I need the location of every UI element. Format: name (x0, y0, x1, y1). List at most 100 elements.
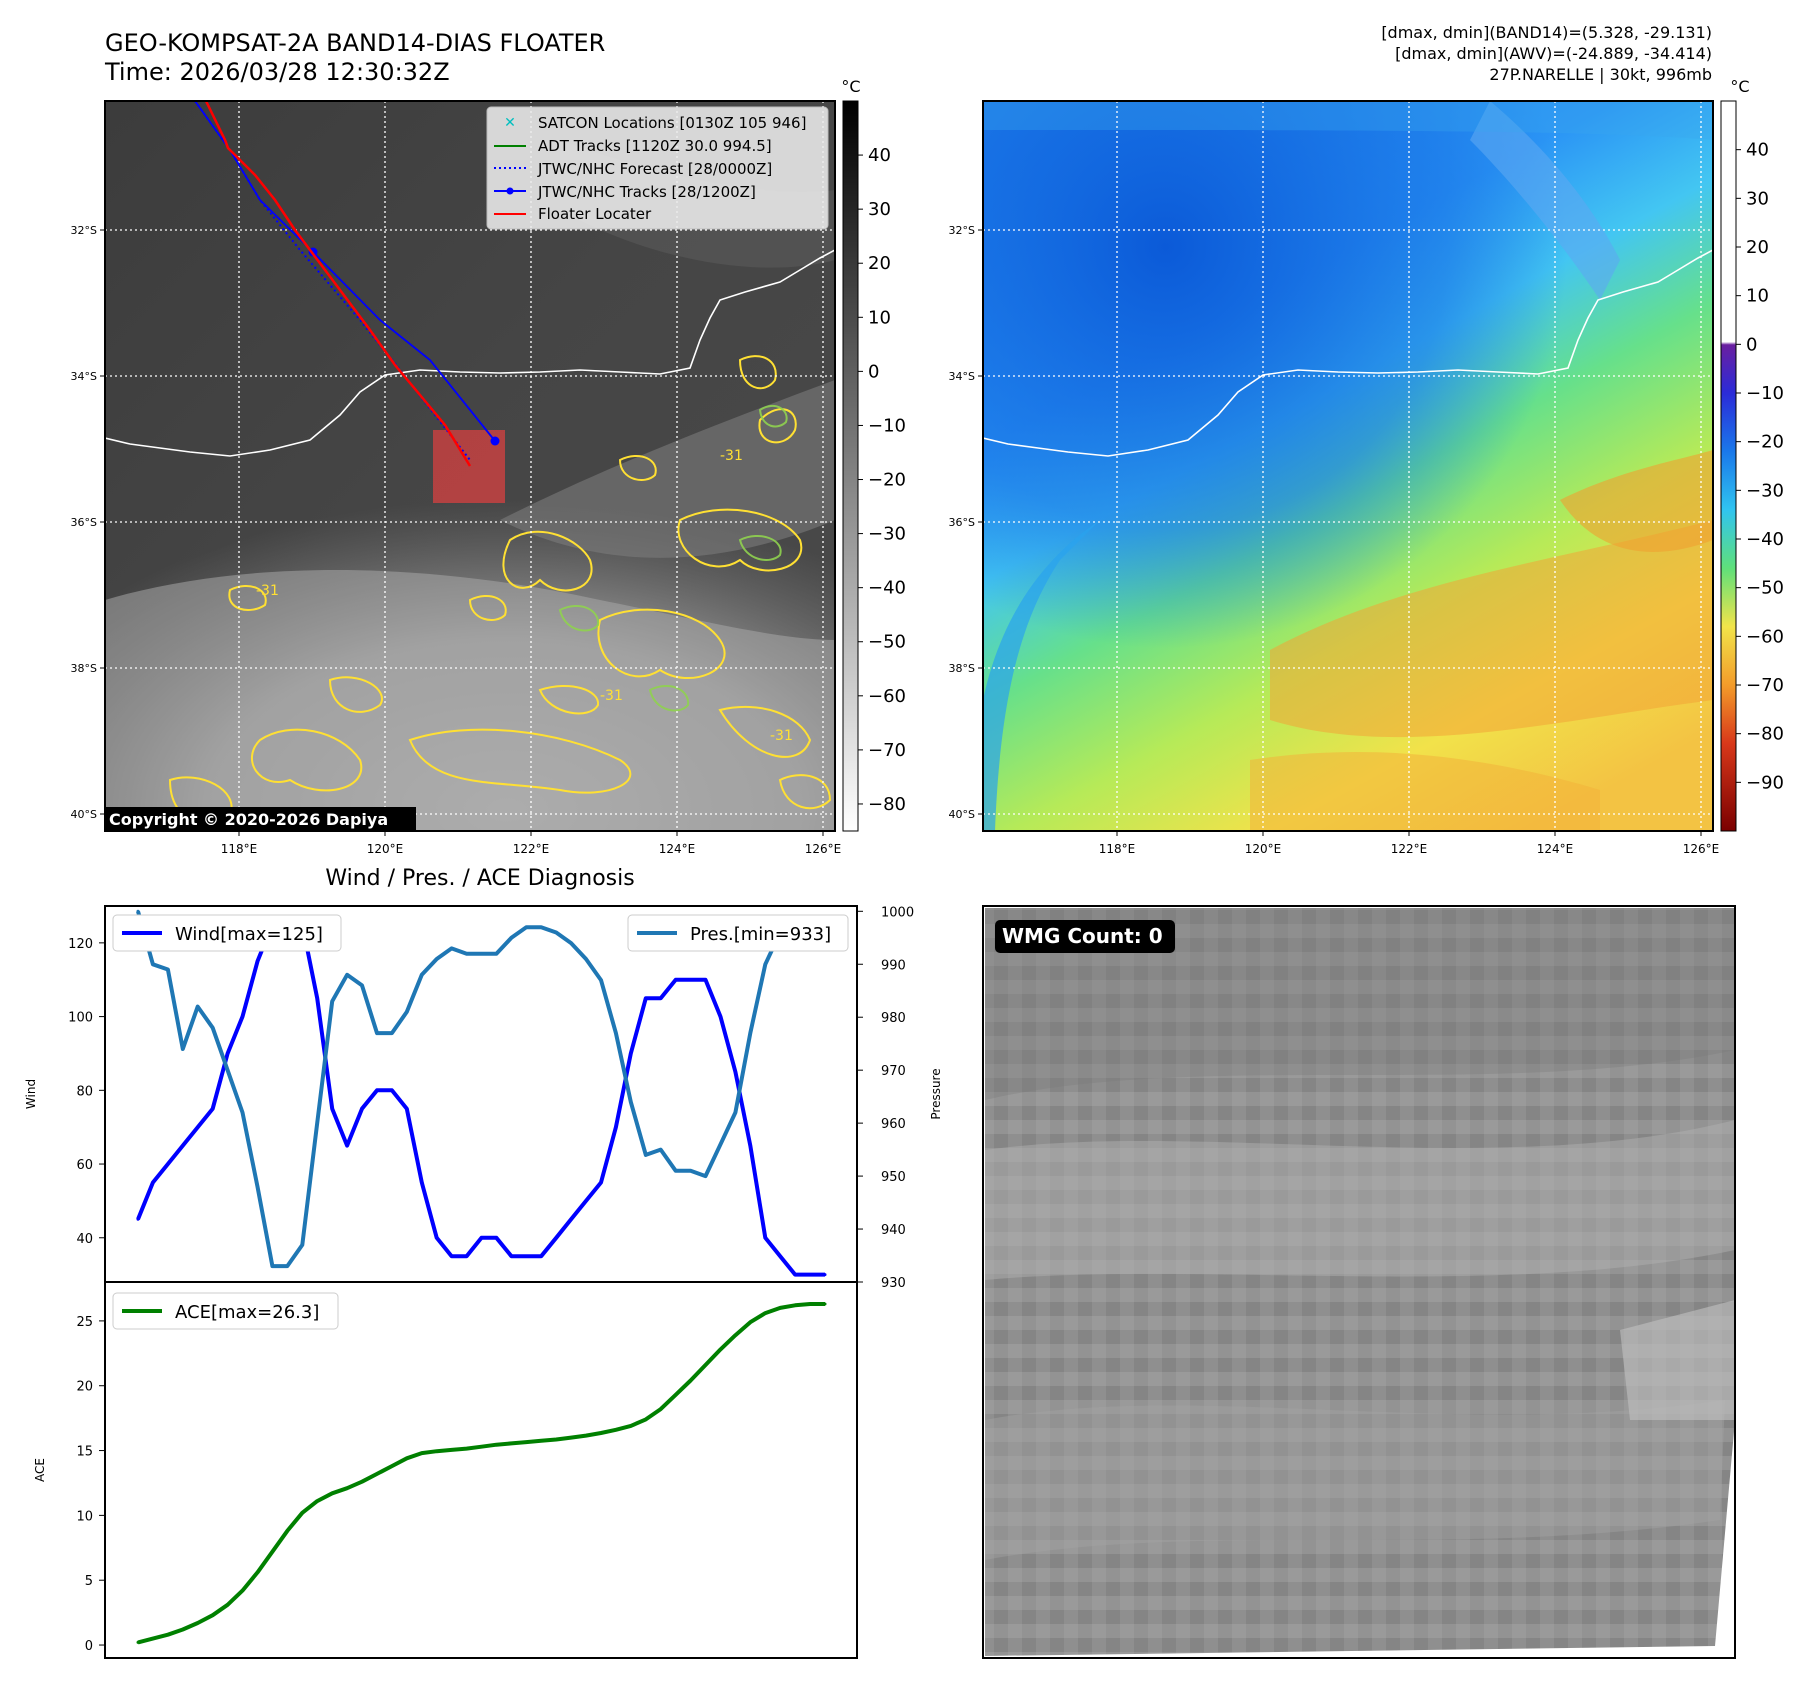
wind-point (450, 1254, 454, 1258)
wind-point (480, 1236, 483, 1240)
wind-point (151, 1181, 155, 1184)
colorbar-tick-label: 10 (868, 307, 891, 328)
pressure-point (345, 973, 349, 977)
colorbar-tick-label: 0 (868, 361, 879, 382)
pressure-point (674, 1169, 678, 1173)
pressure-point (733, 1111, 737, 1114)
wind-point (674, 978, 678, 982)
ace-tick-label: 5 (85, 1574, 93, 1589)
wind-pressure-axes (104, 905, 858, 1283)
wind-point (793, 1273, 797, 1277)
colorbar-tick-label: 40 (1746, 140, 1769, 161)
ir-lat-labels: 32°S 34°S 36°S 38°S 40°S (71, 224, 105, 821)
pressure-tick-label: 980 (881, 1011, 906, 1026)
ace-point (674, 1393, 678, 1397)
colorbar-tick-label: 0 (1746, 334, 1757, 355)
ace-point (345, 1486, 349, 1490)
ace-point (704, 1363, 707, 1367)
pressure-tick-label: 960 (881, 1117, 906, 1132)
pressure-point (211, 1026, 215, 1030)
ace-axes (104, 1281, 858, 1659)
colorbar-tick-label: −70 (868, 740, 906, 761)
pressure-point (524, 925, 528, 929)
satcon-marker-icon: ✕ (504, 115, 516, 131)
ace-point (524, 1440, 528, 1444)
colorbar-tick-label: −40 (868, 578, 906, 599)
wv-colorbar-ticks: 40 30 20 10 0 −10 −20 −30 −40 −50 −60 −70 −80 −90 (1736, 140, 1784, 793)
info-line-band14: [dmax, dmin](BAND14)=(5.328, -29.131) (1381, 23, 1712, 42)
lat-tick-label: 36°S (949, 516, 975, 529)
ace-point (285, 1529, 289, 1533)
lon-tick-label: 120°E (367, 842, 404, 856)
wv-colorbar-unit: °C (1730, 77, 1749, 96)
tracks-legend-dot-icon (506, 187, 514, 195)
pressure-point (360, 983, 364, 987)
lat-tick-label: 38°S (949, 662, 975, 675)
wind-point (465, 1254, 469, 1258)
colorbar-tick-label: −50 (1746, 578, 1784, 599)
contour-label: -31 (720, 448, 743, 464)
pressure-point (405, 1010, 409, 1014)
pressure-point (659, 1148, 663, 1152)
ace-point (181, 1628, 185, 1631)
wind-point (748, 1144, 752, 1148)
ir-legend: ✕ SATCON Locations [0130Z 105 946] ADT T… (486, 106, 829, 230)
ace-point (270, 1550, 274, 1554)
pressure-point (315, 1121, 319, 1125)
pressure-point (614, 1031, 618, 1035)
wind-point (405, 1107, 409, 1111)
pressure-axis-label: Pressure (929, 1068, 943, 1119)
wv-panel: 32°S 34°S 36°S 38°S 40°S 118°E 120°E 122°E 124°… (949, 77, 1784, 856)
wmg-count-text: WMG Count: 0 (1002, 924, 1163, 948)
pressure-point (270, 1264, 274, 1268)
ace-point (644, 1417, 648, 1421)
ace-axis-ticks: 0 5 10 15 20 25 (76, 1315, 105, 1654)
pressure-point (166, 968, 170, 971)
pressure-point (569, 941, 573, 945)
ace-point (689, 1379, 693, 1382)
ace-legend-label: ACE[max=26.3] (175, 1302, 319, 1323)
pressure-point (763, 962, 767, 966)
ace-point (435, 1449, 439, 1453)
wind-axis-ticks: 40 60 80 100 120 (68, 937, 105, 1247)
lon-tick-label: 118°E (221, 842, 258, 856)
pressure-tick-label: 950 (881, 1170, 906, 1185)
ace-point (599, 1431, 603, 1435)
contour-label: -31 (770, 728, 793, 744)
legend-adt: ADT Tracks [1120Z 30.0 994.5] (538, 137, 772, 155)
wind-point (599, 1181, 603, 1184)
lat-tick-label: 34°S (949, 370, 975, 383)
wind-point (345, 1144, 349, 1148)
jtwc-track-point (490, 436, 500, 446)
colorbar-tick-label: −30 (868, 524, 906, 545)
ace-point (226, 1603, 230, 1607)
lon-tick-label: 122°E (1391, 842, 1428, 856)
wind-point (554, 1236, 558, 1240)
pressure-point (554, 931, 558, 934)
colorbar-tick-label: −80 (868, 794, 906, 815)
wind-point (569, 1217, 573, 1221)
lat-tick-label: 40°S (949, 808, 975, 821)
ace-point (778, 1306, 782, 1310)
colorbar-tick-label: 20 (1746, 237, 1769, 258)
ace-point (793, 1303, 797, 1307)
ace-point (554, 1438, 558, 1441)
lon-tick-label: 122°E (513, 842, 550, 856)
colorbar-tick-label: −30 (1746, 480, 1784, 501)
lat-tick-label: 40°S (71, 808, 97, 821)
ace-point (241, 1589, 244, 1593)
ace-point (569, 1436, 573, 1440)
ace-point (256, 1570, 259, 1574)
ace-point (494, 1443, 498, 1447)
ace-tick-label: 25 (76, 1315, 93, 1330)
pressure-point (151, 962, 155, 966)
wind-point (241, 1015, 244, 1019)
lat-tick-label: 32°S (71, 224, 97, 237)
colorbar-tick-label: −20 (1746, 432, 1784, 453)
pressure-point (136, 909, 140, 913)
pressure-point (375, 1031, 379, 1035)
lat-tick-label: 32°S (949, 224, 975, 237)
colorbar-tick-label: −60 (1746, 626, 1784, 647)
ir-panel: -31 -31 -31 -31 (71, 77, 906, 856)
wind-point (629, 1052, 633, 1055)
